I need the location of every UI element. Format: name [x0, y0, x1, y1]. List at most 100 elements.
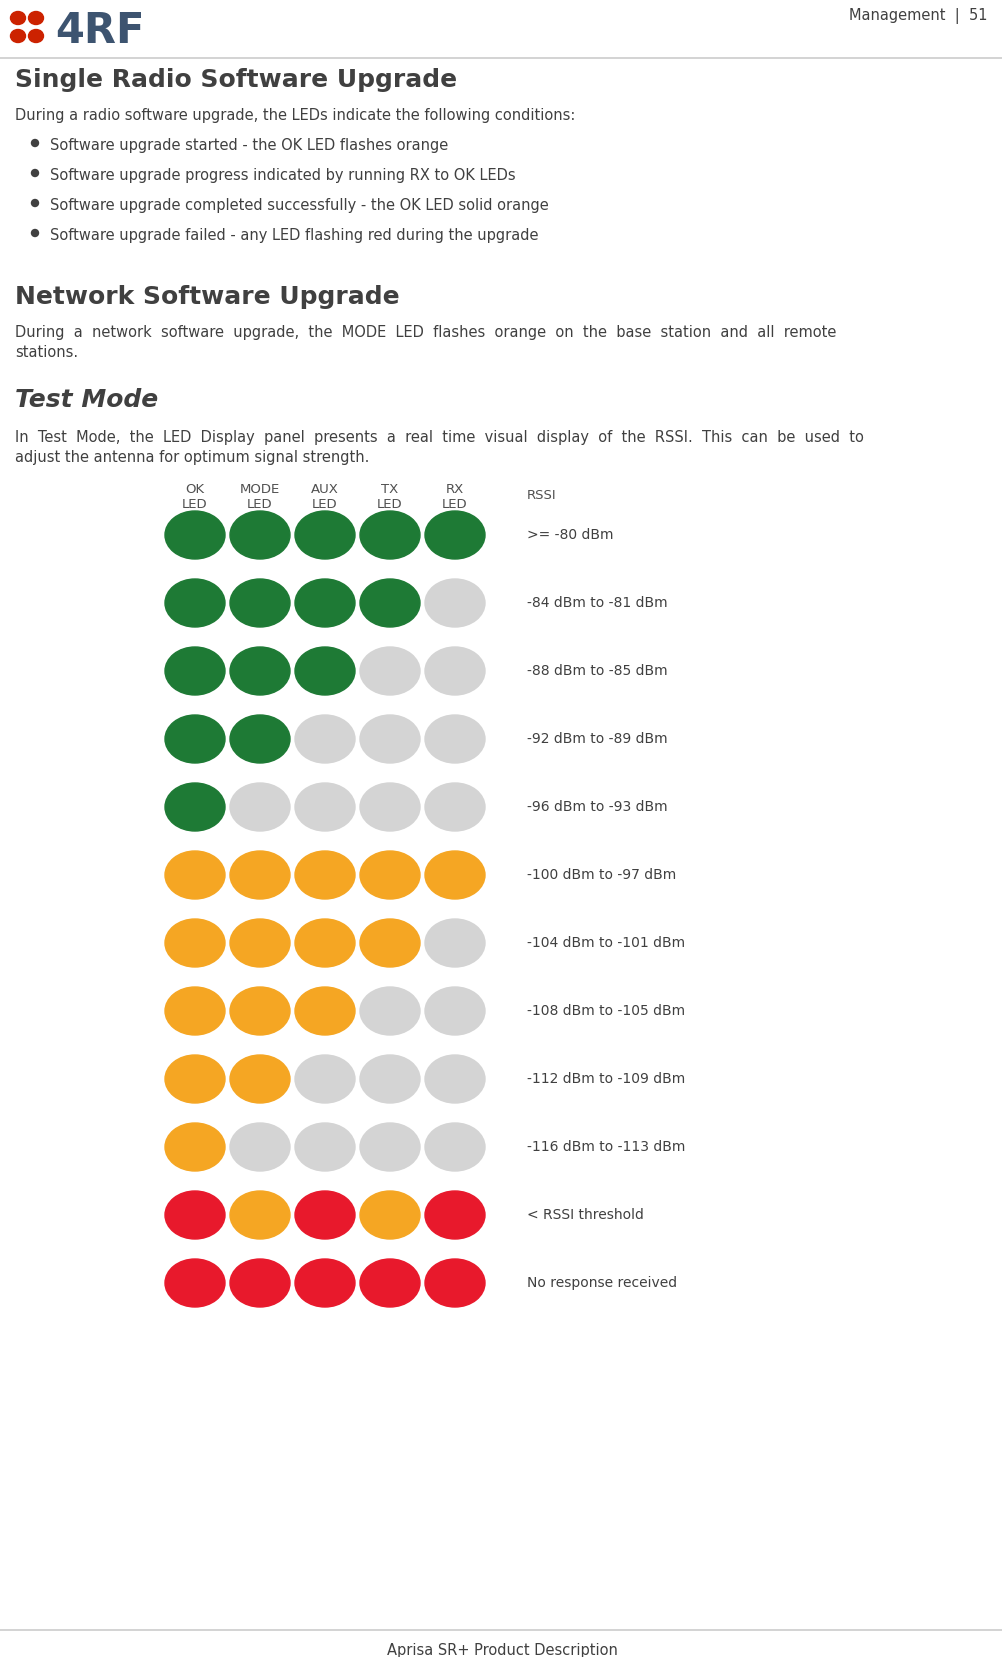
Ellipse shape — [165, 1123, 224, 1171]
Ellipse shape — [165, 852, 224, 900]
Ellipse shape — [360, 578, 420, 626]
Ellipse shape — [425, 1259, 485, 1307]
Ellipse shape — [165, 578, 224, 626]
Text: OK
LED: OK LED — [182, 482, 207, 510]
Ellipse shape — [229, 1123, 290, 1171]
Ellipse shape — [229, 920, 290, 968]
Text: -108 dBm to -105 dBm: -108 dBm to -105 dBm — [526, 1004, 684, 1017]
Ellipse shape — [295, 988, 355, 1036]
Text: Management  |  51: Management | 51 — [849, 8, 987, 23]
Text: -88 dBm to -85 dBm: -88 dBm to -85 dBm — [526, 664, 667, 678]
Ellipse shape — [295, 646, 355, 694]
Ellipse shape — [229, 578, 290, 626]
Ellipse shape — [425, 1056, 485, 1104]
Ellipse shape — [360, 1191, 420, 1239]
Text: Software upgrade started - the OK LED flashes orange: Software upgrade started - the OK LED fl… — [50, 138, 448, 152]
Ellipse shape — [295, 510, 355, 558]
Ellipse shape — [165, 1056, 224, 1104]
Text: Single Radio Software Upgrade: Single Radio Software Upgrade — [15, 68, 457, 93]
Ellipse shape — [229, 510, 290, 558]
Ellipse shape — [425, 646, 485, 694]
Ellipse shape — [295, 1191, 355, 1239]
Circle shape — [31, 199, 38, 207]
Text: 4RF: 4RF — [55, 10, 144, 51]
Text: No response received: No response received — [526, 1276, 676, 1291]
Text: During a radio software upgrade, the LEDs indicate the following conditions:: During a radio software upgrade, the LED… — [15, 108, 575, 123]
Text: Test Mode: Test Mode — [15, 388, 158, 413]
Text: RX
LED: RX LED — [442, 482, 467, 510]
Ellipse shape — [295, 578, 355, 626]
Text: >= -80 dBm: >= -80 dBm — [526, 529, 613, 542]
Ellipse shape — [165, 646, 224, 694]
Ellipse shape — [165, 784, 224, 832]
Text: AUX
LED: AUX LED — [311, 482, 339, 510]
Ellipse shape — [165, 1191, 224, 1239]
Circle shape — [31, 230, 38, 237]
Ellipse shape — [425, 510, 485, 558]
Text: Network Software Upgrade: Network Software Upgrade — [15, 285, 399, 308]
Ellipse shape — [360, 646, 420, 694]
Ellipse shape — [165, 716, 224, 762]
Text: -92 dBm to -89 dBm: -92 dBm to -89 dBm — [526, 732, 667, 746]
Ellipse shape — [295, 784, 355, 832]
Ellipse shape — [425, 784, 485, 832]
Ellipse shape — [165, 510, 224, 558]
Ellipse shape — [425, 578, 485, 626]
Text: -112 dBm to -109 dBm: -112 dBm to -109 dBm — [526, 1072, 684, 1085]
Ellipse shape — [360, 1259, 420, 1307]
Text: RSSI: RSSI — [526, 489, 556, 502]
Text: Software upgrade failed - any LED flashing red during the upgrade: Software upgrade failed - any LED flashi… — [50, 229, 538, 244]
Ellipse shape — [360, 852, 420, 900]
Circle shape — [31, 169, 38, 177]
Text: stations.: stations. — [15, 345, 78, 360]
Text: adjust the antenna for optimum signal strength.: adjust the antenna for optimum signal st… — [15, 451, 369, 466]
Text: -84 dBm to -81 dBm: -84 dBm to -81 dBm — [526, 597, 667, 610]
Ellipse shape — [360, 1056, 420, 1104]
Ellipse shape — [165, 1259, 224, 1307]
Ellipse shape — [425, 852, 485, 900]
Ellipse shape — [425, 716, 485, 762]
Ellipse shape — [229, 1191, 290, 1239]
Ellipse shape — [360, 784, 420, 832]
Ellipse shape — [229, 988, 290, 1036]
Ellipse shape — [165, 920, 224, 968]
Ellipse shape — [360, 920, 420, 968]
Text: Software upgrade progress indicated by running RX to OK LEDs: Software upgrade progress indicated by r… — [50, 167, 515, 182]
Ellipse shape — [229, 784, 290, 832]
Ellipse shape — [295, 1259, 355, 1307]
Ellipse shape — [425, 988, 485, 1036]
Ellipse shape — [229, 1056, 290, 1104]
Ellipse shape — [28, 30, 43, 43]
Ellipse shape — [10, 30, 25, 43]
Text: In  Test  Mode,  the  LED  Display  panel  presents  a  real  time  visual  disp: In Test Mode, the LED Display panel pres… — [15, 431, 863, 446]
Text: -96 dBm to -93 dBm: -96 dBm to -93 dBm — [526, 800, 667, 814]
Ellipse shape — [295, 716, 355, 762]
Text: -100 dBm to -97 dBm: -100 dBm to -97 dBm — [526, 868, 675, 882]
Text: -104 dBm to -101 dBm: -104 dBm to -101 dBm — [526, 936, 684, 949]
Ellipse shape — [229, 852, 290, 900]
Ellipse shape — [360, 988, 420, 1036]
Ellipse shape — [360, 716, 420, 762]
Text: -116 dBm to -113 dBm: -116 dBm to -113 dBm — [526, 1140, 684, 1153]
Ellipse shape — [295, 852, 355, 900]
Ellipse shape — [10, 12, 25, 25]
Ellipse shape — [295, 1123, 355, 1171]
Ellipse shape — [229, 716, 290, 762]
Ellipse shape — [295, 920, 355, 968]
Text: TX
LED: TX LED — [377, 482, 403, 510]
Text: < RSSI threshold: < RSSI threshold — [526, 1208, 643, 1221]
Ellipse shape — [425, 1191, 485, 1239]
Ellipse shape — [360, 1123, 420, 1171]
Ellipse shape — [165, 988, 224, 1036]
Text: During  a  network  software  upgrade,  the  MODE  LED  flashes  orange  on  the: During a network software upgrade, the M… — [15, 325, 836, 340]
Text: MODE
LED: MODE LED — [239, 482, 280, 510]
Ellipse shape — [295, 1056, 355, 1104]
Text: Software upgrade completed successfully - the OK LED solid orange: Software upgrade completed successfully … — [50, 197, 548, 214]
Ellipse shape — [28, 12, 43, 25]
Circle shape — [31, 139, 38, 146]
Ellipse shape — [229, 1259, 290, 1307]
Ellipse shape — [360, 510, 420, 558]
Text: Aprisa SR+ Product Description: Aprisa SR+ Product Description — [386, 1644, 617, 1657]
Ellipse shape — [425, 920, 485, 968]
Ellipse shape — [229, 646, 290, 694]
